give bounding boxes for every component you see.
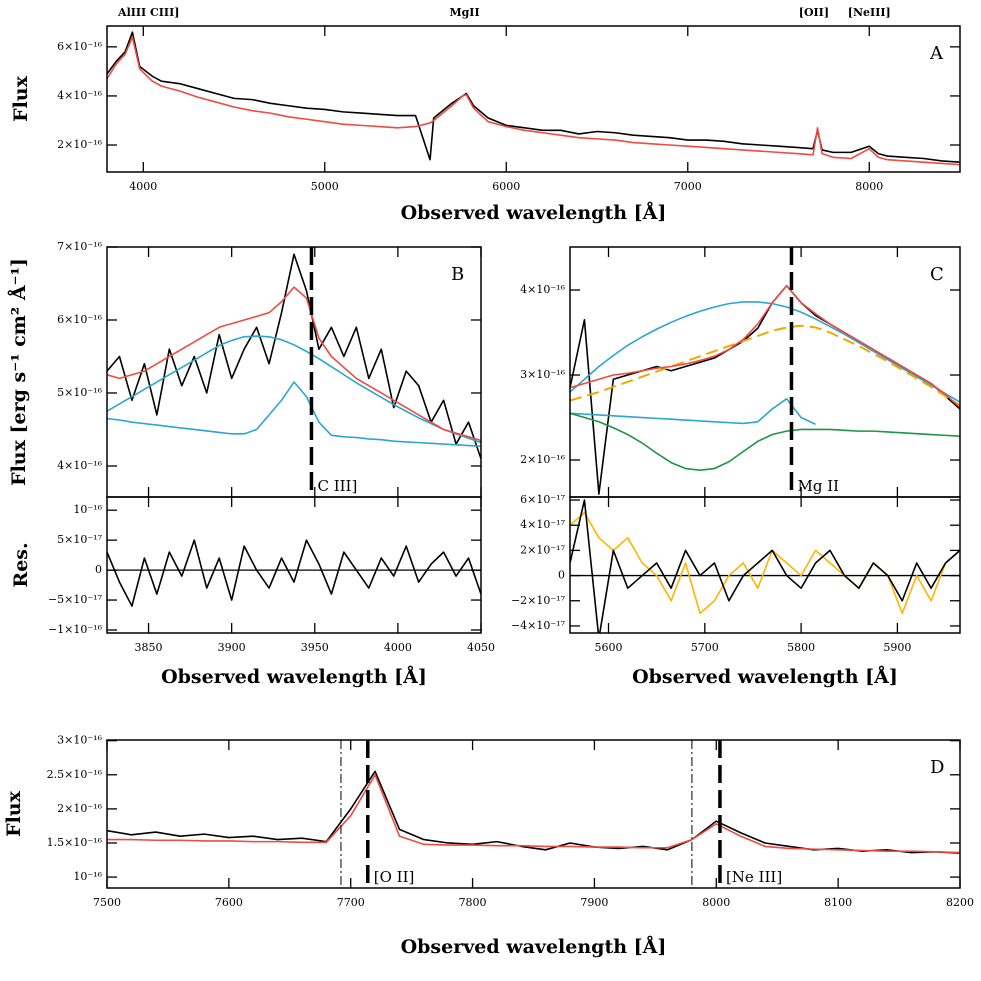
panel-letter: A	[929, 43, 944, 64]
y-tick-label: 4×10⁻¹⁷	[520, 518, 565, 531]
y-tick-label: 0	[95, 563, 102, 576]
y-tick-label: 2.5×10⁻¹⁶	[47, 768, 103, 781]
x-tick-label: 7500	[93, 896, 121, 909]
y-tick-label: 2×10⁻¹⁶	[57, 138, 102, 151]
line-label: [O II]	[374, 868, 415, 886]
frame	[106, 25, 961, 173]
x-tick-label: 7800	[459, 896, 487, 909]
y-axis-label: Flux	[3, 790, 25, 837]
frame	[106, 496, 482, 634]
y-tick-label: 6×10⁻¹⁷	[520, 493, 565, 506]
panel-letter: B	[451, 264, 464, 285]
y-tick-label: 2×10⁻¹⁶	[520, 453, 565, 466]
x-tick-label: 7600	[215, 896, 243, 909]
x-axis-label: Observed wavelength [Å]	[401, 201, 667, 224]
y-tick-label: 3×10⁻¹⁶	[57, 734, 102, 747]
y-tick-label: −2×10⁻¹⁷	[511, 594, 566, 607]
series-line	[107, 286, 481, 442]
series-line	[570, 511, 960, 615]
line-label: Mg II	[797, 477, 839, 495]
y-axis-label: Res.	[10, 542, 32, 587]
y-axis-label: Flux	[10, 75, 32, 122]
series-line	[107, 253, 481, 459]
x-tick-label: 7700	[337, 896, 365, 909]
plot-area	[570, 247, 960, 497]
line-label: [Ne III]	[726, 868, 782, 886]
y-tick-label: 10⁻¹⁶	[73, 870, 102, 883]
frame	[106, 739, 961, 889]
series-line	[570, 398, 816, 426]
x-tick-label: 3950	[301, 641, 329, 654]
series-line	[570, 324, 960, 407]
series-line	[570, 284, 960, 408]
line-annotation: MgII	[449, 6, 479, 19]
frame	[569, 496, 961, 634]
series-line	[570, 412, 960, 472]
x-tick-label: 4050	[467, 641, 495, 654]
y-axis-label: Flux [erg s⁻¹ cm² Å⁻¹]	[7, 258, 30, 486]
x-tick-label: 5900	[883, 641, 911, 654]
x-tick-label: 5800	[787, 641, 815, 654]
line-annotation: [NeIII]	[848, 6, 891, 19]
x-tick-label: 8000	[855, 180, 883, 193]
y-tick-label: −5×10⁻¹⁷	[48, 593, 103, 606]
panel-letter: C	[930, 264, 944, 285]
x-axis-label: Observed wavelength [Å]	[632, 665, 898, 688]
series-line	[107, 773, 960, 854]
y-tick-label: 6×10⁻¹⁶	[57, 40, 102, 53]
series-line	[570, 499, 960, 633]
x-tick-label: 7900	[580, 896, 608, 909]
series-line	[107, 539, 481, 607]
x-tick-label: 3850	[135, 641, 163, 654]
series-line	[107, 36, 960, 166]
y-tick-label: 6×10⁻¹⁶	[57, 313, 102, 326]
x-tick-label: 4000	[384, 641, 412, 654]
plot-area	[570, 499, 960, 633]
x-tick-label: 5000	[311, 180, 339, 193]
line-annotation: AlIII CIII]	[117, 6, 179, 19]
x-tick-label: 5600	[595, 641, 623, 654]
x-tick-label: 8000	[702, 896, 730, 909]
plot-area	[107, 740, 960, 888]
series-line	[570, 301, 960, 403]
plot-area	[107, 247, 481, 497]
x-axis-label: Observed wavelength [Å]	[161, 665, 427, 688]
y-tick-label: 1.5×10⁻¹⁶	[47, 836, 103, 849]
y-tick-label: 7×10⁻¹⁶	[57, 240, 102, 253]
y-tick-label: 2×10⁻¹⁶	[57, 802, 102, 815]
panel-letter: D	[930, 757, 944, 778]
x-tick-label: 6000	[492, 180, 520, 193]
line-annotation: [OII]	[799, 6, 829, 19]
y-tick-label: 4×10⁻¹⁶	[57, 459, 102, 472]
x-tick-label: 5700	[691, 641, 719, 654]
y-tick-label: 5×10⁻¹⁶	[57, 386, 102, 399]
y-tick-label: 2×10⁻¹⁷	[520, 543, 565, 556]
y-tick-label: 5×10⁻¹⁷	[57, 533, 102, 546]
x-tick-label: 3900	[218, 641, 246, 654]
y-tick-label: 10⁻¹⁶	[73, 503, 102, 516]
y-tick-label: 0	[558, 569, 565, 582]
line-label: C III]	[317, 477, 357, 495]
y-tick-label: 3×10⁻¹⁶	[520, 368, 565, 381]
x-tick-label: 8100	[824, 896, 852, 909]
y-tick-label: −4×10⁻¹⁷	[511, 619, 566, 632]
x-tick-label: 7000	[674, 180, 702, 193]
x-axis-label: Observed wavelength [Å]	[401, 935, 667, 958]
y-tick-label: 4×10⁻¹⁶	[520, 283, 565, 296]
y-tick-label: −1×10⁻¹⁶	[48, 623, 103, 636]
plot-area	[107, 31, 960, 166]
y-tick-label: 4×10⁻¹⁶	[57, 89, 102, 102]
series-line	[107, 335, 481, 444]
x-tick-label: 4000	[129, 180, 157, 193]
series-line	[107, 381, 481, 448]
x-tick-label: 8200	[946, 896, 974, 909]
plot-area	[107, 539, 481, 607]
